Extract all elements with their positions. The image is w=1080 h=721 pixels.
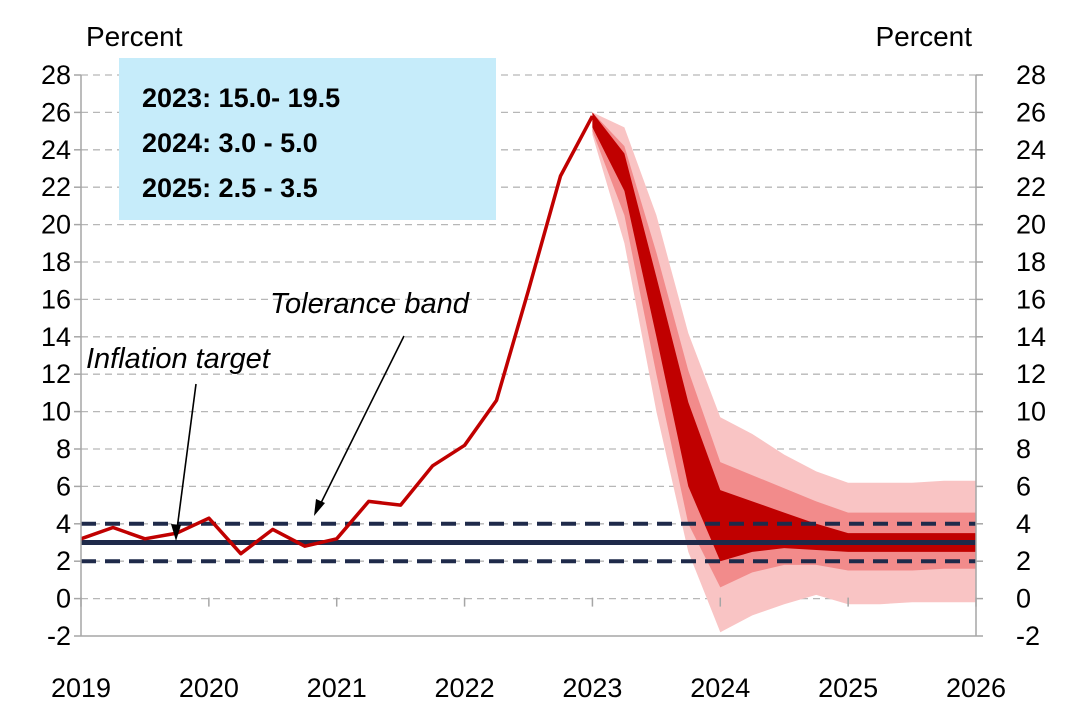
y-tick-right-28: 28 [1016,60,1046,90]
y-tick-right-6: 6 [1016,471,1031,501]
inflation-line [80,115,594,556]
x-tick-label-2023: 2023 [562,673,622,703]
y-tick-right--2: -2 [1016,621,1040,651]
inflation-history [80,115,594,556]
info-box-line-2025: 2025: 2.5 - 3.5 [142,173,318,203]
y-tick-right-18: 18 [1016,247,1046,277]
y-tick-right-0: 0 [1016,584,1031,614]
y-tick-left-10: 10 [41,397,71,427]
x-tick-label-2021: 2021 [307,673,367,703]
y-tick-right-14: 14 [1016,322,1046,352]
x-tick-label-2025: 2025 [818,673,878,703]
tolerance-band-arrowhead [314,499,325,516]
left-unit-label: Percent [86,21,183,52]
y-tick-right-2: 2 [1016,546,1031,576]
y-tick-left-4: 4 [56,509,71,539]
y-tick-right-4: 4 [1016,509,1031,539]
x-tick-label-2022: 2022 [435,673,495,703]
y-tick-left-24: 24 [41,135,71,165]
right-unit-label: Percent [876,21,973,52]
inflation-target-annotation: Inflation target [86,343,272,375]
y-tick-right-24: 24 [1016,135,1046,165]
fan-inner-band [592,112,976,562]
y-tick-left-18: 18 [41,247,71,277]
y-tick-right-10: 10 [1016,397,1046,427]
x-tick-label-2020: 2020 [179,673,239,703]
annotations: Tolerance band Inflation target [86,288,470,541]
y-tick-right-20: 20 [1016,210,1046,240]
y-tick-left-26: 26 [41,97,71,127]
y-tick-left-2: 2 [56,546,71,576]
x-tick-label-2019: 2019 [51,673,111,703]
y-tick-right-22: 22 [1016,172,1046,202]
tolerance-band-arrow [316,335,405,512]
y-tick-right-8: 8 [1016,434,1031,464]
y-tick-left-16: 16 [41,284,71,314]
x-tick-label-2024: 2024 [690,673,750,703]
y-tick-right-12: 12 [1016,359,1046,389]
info-box-line-2023: 2023: 15.0- 19.5 [142,83,340,113]
info-box: 2023: 15.0- 19.5 2024: 3.0 - 5.0 2025: 2… [119,58,496,220]
y-tick-right-26: 26 [1016,97,1046,127]
inflation-target-arrowhead [171,524,181,541]
y-tick-left--2: -2 [47,621,71,651]
forecast-fan [592,112,976,633]
tolerance-band-annotation: Tolerance band [270,288,470,320]
y-tick-left-12: 12 [41,359,71,389]
info-box-line-2024: 2024: 3.0 - 5.0 [142,128,318,158]
y-tick-right-16: 16 [1016,284,1046,314]
y-tick-left-20: 20 [41,210,71,240]
x-tick-label-2026: 2026 [946,673,1006,703]
y-tick-left-22: 22 [41,172,71,202]
info-box-background [119,58,496,220]
y-tick-left-6: 6 [56,471,71,501]
inflation-target-arrow [175,383,197,538]
axes [74,74,983,637]
y-tick-left-28: 28 [41,60,71,90]
y-tick-left-8: 8 [56,434,71,464]
y-tick-left-14: 14 [41,322,71,352]
y-tick-left-0: 0 [56,584,71,614]
